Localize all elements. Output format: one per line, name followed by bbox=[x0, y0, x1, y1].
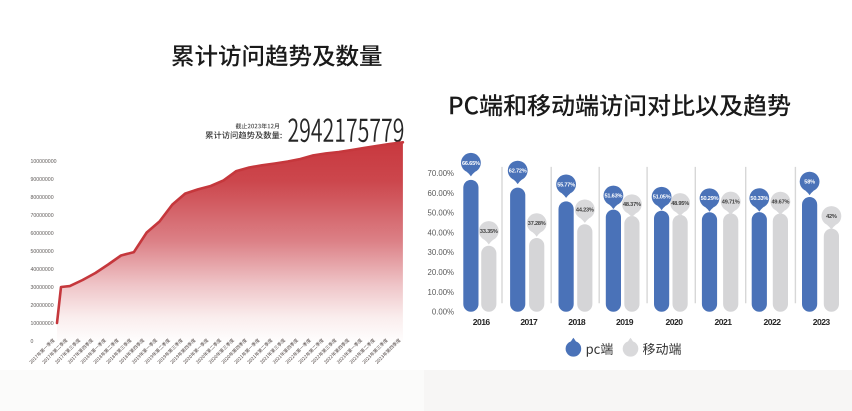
svg-text:30.00%: 30.00% bbox=[428, 248, 455, 257]
svg-text:50.00%: 50.00% bbox=[428, 209, 455, 218]
svg-text:44.23%: 44.23% bbox=[576, 207, 594, 213]
svg-text:2019: 2019 bbox=[616, 317, 634, 327]
svg-text:55.77%: 55.77% bbox=[557, 182, 575, 188]
svg-text:2018: 2018 bbox=[568, 317, 586, 327]
svg-text:0: 0 bbox=[31, 339, 34, 345]
svg-text:20.00%: 20.00% bbox=[428, 268, 455, 277]
svg-text:66.65%: 66.65% bbox=[462, 161, 480, 167]
svg-text:33.35%: 33.35% bbox=[480, 229, 498, 235]
svg-text:2022: 2022 bbox=[764, 317, 782, 327]
svg-text:51.05%: 51.05% bbox=[653, 195, 671, 201]
svg-text:49.67%: 49.67% bbox=[772, 200, 790, 206]
svg-text:58%: 58% bbox=[804, 180, 815, 186]
svg-text:90000000: 90000000 bbox=[31, 177, 54, 183]
svg-text:49.71%: 49.71% bbox=[722, 200, 740, 206]
svg-text:62.72%: 62.72% bbox=[509, 169, 527, 175]
svg-text:10000000: 10000000 bbox=[31, 321, 54, 327]
svg-text:2016: 2016 bbox=[473, 317, 491, 327]
svg-text:50.33%: 50.33% bbox=[750, 196, 768, 202]
svg-text:70000000: 70000000 bbox=[31, 213, 54, 219]
svg-text:50.29%: 50.29% bbox=[701, 196, 719, 202]
svg-text:2020: 2020 bbox=[666, 317, 684, 327]
svg-text:40000000: 40000000 bbox=[31, 267, 54, 273]
svg-text:20000000: 20000000 bbox=[31, 303, 54, 309]
svg-text:60000000: 60000000 bbox=[31, 231, 54, 237]
svg-text:2017: 2017 bbox=[520, 317, 538, 327]
svg-text:10.00%: 10.00% bbox=[428, 288, 455, 297]
svg-text:50000000: 50000000 bbox=[31, 249, 54, 255]
svg-text:70.00%: 70.00% bbox=[428, 169, 455, 178]
svg-text:80000000: 80000000 bbox=[31, 195, 54, 201]
svg-text:30000000: 30000000 bbox=[31, 285, 54, 291]
svg-text:37.28%: 37.28% bbox=[528, 221, 546, 227]
svg-text:40.00%: 40.00% bbox=[428, 228, 455, 237]
svg-text:48.37%: 48.37% bbox=[623, 202, 641, 208]
svg-text:60.00%: 60.00% bbox=[428, 189, 455, 198]
svg-text:51.63%: 51.63% bbox=[605, 194, 623, 200]
svg-text:0.00%: 0.00% bbox=[432, 308, 454, 317]
svg-text:2021: 2021 bbox=[715, 317, 733, 327]
svg-text:42%: 42% bbox=[826, 214, 837, 220]
svg-text:48.95%: 48.95% bbox=[671, 201, 689, 207]
svg-text:2023: 2023 bbox=[813, 317, 831, 327]
svg-text:100000000: 100000000 bbox=[31, 159, 57, 165]
